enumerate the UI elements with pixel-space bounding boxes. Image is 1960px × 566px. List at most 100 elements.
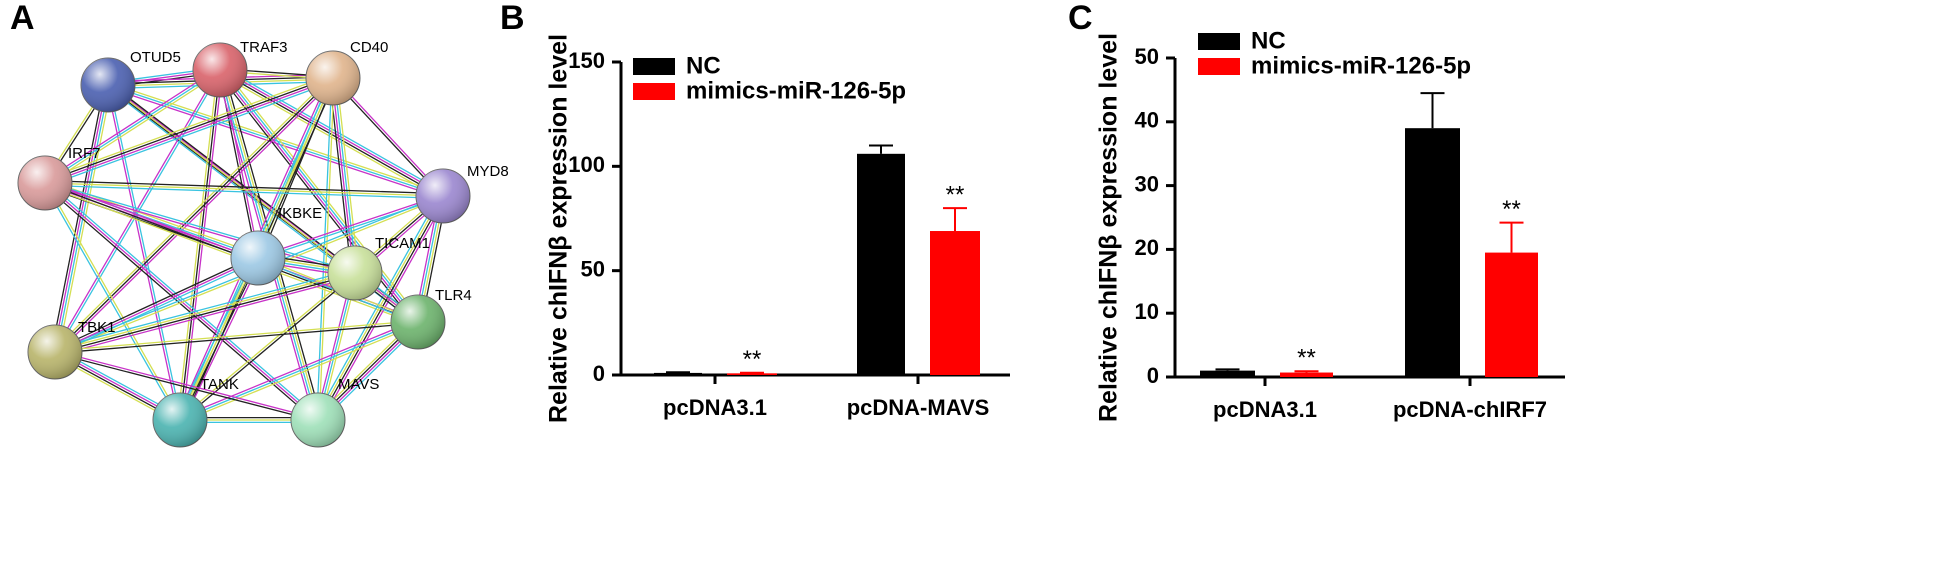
edge <box>53 84 108 352</box>
edge <box>50 84 106 352</box>
y-tick-label: 0 <box>1147 363 1159 388</box>
edge <box>44 182 319 421</box>
edge <box>43 184 418 325</box>
node-shine <box>231 231 285 285</box>
edge <box>53 255 258 351</box>
node-shine <box>28 325 82 379</box>
node-shine <box>391 295 445 349</box>
x-tick-label: pcDNA-MAVS <box>847 395 990 420</box>
edge <box>182 259 262 422</box>
bar <box>857 153 905 375</box>
edge <box>45 78 334 185</box>
edge <box>331 78 355 274</box>
edge <box>107 86 443 199</box>
y-axis-label: Relative chIFNβ expression level <box>1095 33 1123 422</box>
edge <box>55 275 357 357</box>
y-tick-label: 150 <box>568 48 605 73</box>
edge <box>218 70 418 324</box>
panel-label: A <box>10 0 35 37</box>
edge <box>56 79 336 355</box>
edge <box>176 69 219 420</box>
legend-swatch <box>1198 58 1240 75</box>
significance-mark: ** <box>1502 196 1521 223</box>
node-shine <box>291 393 345 447</box>
legend-swatch <box>633 58 675 75</box>
edge <box>335 77 360 273</box>
node-label: TLR4 <box>435 287 472 304</box>
bar <box>1280 372 1333 377</box>
x-tick-label: pcDNA3.1 <box>663 395 767 420</box>
edge <box>219 70 443 198</box>
edge <box>216 71 416 325</box>
edge <box>314 193 441 419</box>
node-shine <box>81 58 135 112</box>
y-tick-label: 0 <box>593 361 605 386</box>
node-label: TBK1 <box>78 319 116 336</box>
node-shine <box>18 156 72 210</box>
edge <box>55 273 356 354</box>
node-label: MYD8 <box>467 163 509 180</box>
edge <box>43 74 332 181</box>
edge <box>181 70 224 421</box>
edge <box>45 179 444 195</box>
y-tick-label: 50 <box>1135 44 1159 69</box>
edge <box>53 268 355 350</box>
node-label: MAVS <box>338 376 379 393</box>
node-shine <box>306 51 360 105</box>
edge <box>52 75 332 351</box>
bar <box>930 231 980 375</box>
edge <box>333 77 357 273</box>
edge <box>45 71 222 186</box>
edge <box>55 350 319 420</box>
bar <box>1405 128 1460 377</box>
bar <box>1200 370 1255 377</box>
edge <box>180 323 420 423</box>
node-label: IKBKE <box>278 205 322 222</box>
edge <box>108 82 444 195</box>
node-label: CD40 <box>350 39 388 56</box>
y-tick-label: 50 <box>581 256 605 281</box>
edge <box>54 77 334 353</box>
node-shine <box>193 43 247 97</box>
legend-label: NC <box>686 52 721 79</box>
legend-label: mimics-miR-126-5p <box>1251 52 1471 79</box>
edge <box>43 67 220 182</box>
legend-label: mimics-miR-126-5p <box>686 77 906 104</box>
node-label: TANK <box>200 376 239 393</box>
x-tick-label: pcDNA-chIRF7 <box>1393 397 1547 422</box>
x-tick-label: pcDNA3.1 <box>1213 397 1317 422</box>
node-label: TICAM1 <box>375 235 430 252</box>
bar <box>727 373 777 375</box>
edge <box>178 319 418 419</box>
edge <box>180 273 357 422</box>
edge <box>57 85 113 353</box>
node-shine <box>328 246 382 300</box>
edge <box>221 66 446 194</box>
edge <box>106 85 180 421</box>
edge <box>45 181 356 273</box>
edge <box>178 257 258 420</box>
edge <box>54 320 418 352</box>
edge <box>54 271 355 352</box>
edge <box>55 322 419 354</box>
edge <box>44 69 221 184</box>
legend-swatch <box>633 83 675 100</box>
edge <box>179 69 221 421</box>
panel-label: C <box>1068 0 1093 37</box>
node-label: OTUD5 <box>130 49 181 66</box>
edge <box>44 76 333 183</box>
legend-label: NC <box>1251 27 1286 54</box>
y-tick-label: 30 <box>1135 171 1159 196</box>
edge <box>54 352 318 422</box>
legend-swatch <box>1198 33 1240 50</box>
significance-mark: ** <box>1297 345 1316 372</box>
y-axis-label: Relative chIFNβ expression level <box>545 34 573 423</box>
node-label: TRAF3 <box>240 39 288 56</box>
bar <box>1485 252 1538 377</box>
edge <box>179 321 419 421</box>
edge <box>178 271 355 420</box>
edge <box>46 80 335 187</box>
node-shine <box>153 393 207 447</box>
y-tick-label: 10 <box>1135 299 1159 324</box>
